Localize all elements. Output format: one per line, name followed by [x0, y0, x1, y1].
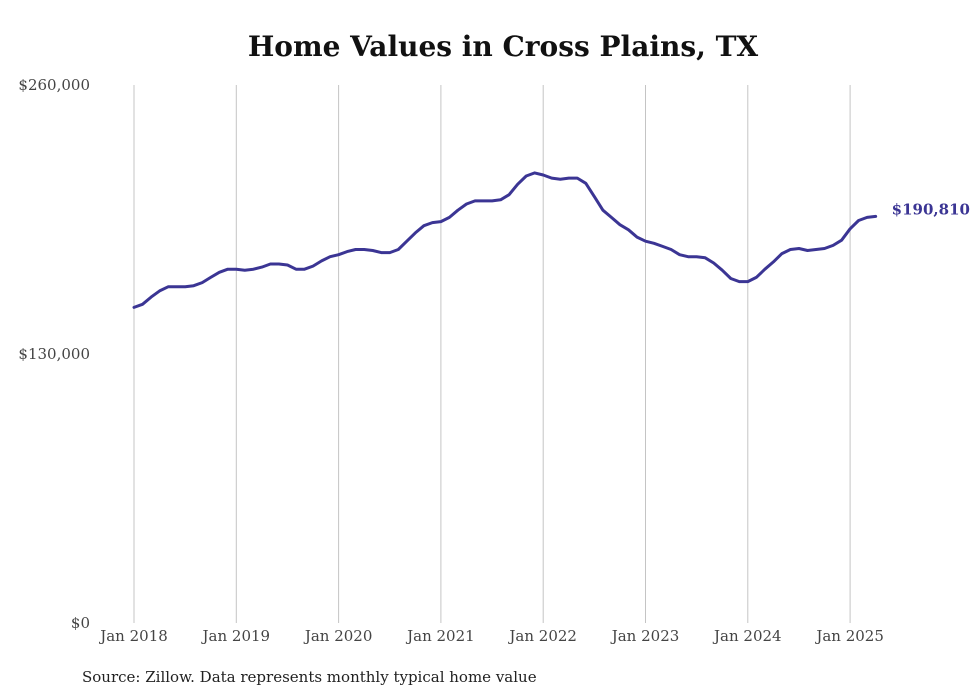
home-value-line: [132, 171, 878, 309]
x-tick-label: Jan 2019: [201, 627, 271, 645]
y-tick-label: $260,000: [18, 76, 90, 94]
x-tick-label: Jan 2021: [405, 627, 475, 645]
source-note: Source: Zillow. Data represents monthly …: [82, 668, 537, 686]
x-tick-label: Jan 2024: [712, 627, 782, 645]
y-tick-label: $0: [71, 614, 90, 632]
x-tick-label: Jan 2022: [507, 627, 577, 645]
x-tick-label: Jan 2025: [814, 627, 884, 645]
y-axis: $0 $130,000 $260,000: [18, 76, 90, 632]
vertical-gridlines: [133, 85, 851, 623]
chart-title: Home Values in Cross Plains, TX: [247, 30, 759, 63]
x-axis: Jan 2018 Jan 2019 Jan 2020 Jan 2021 Jan 2022…: [98, 627, 884, 645]
x-tick-label: Jan 2020: [303, 627, 373, 645]
x-tick-label: Jan 2018: [98, 627, 168, 645]
y-tick-label: $130,000: [18, 345, 90, 363]
latest-value-label: $190,810: [892, 200, 970, 218]
x-tick-label: Jan 2023: [610, 627, 680, 645]
